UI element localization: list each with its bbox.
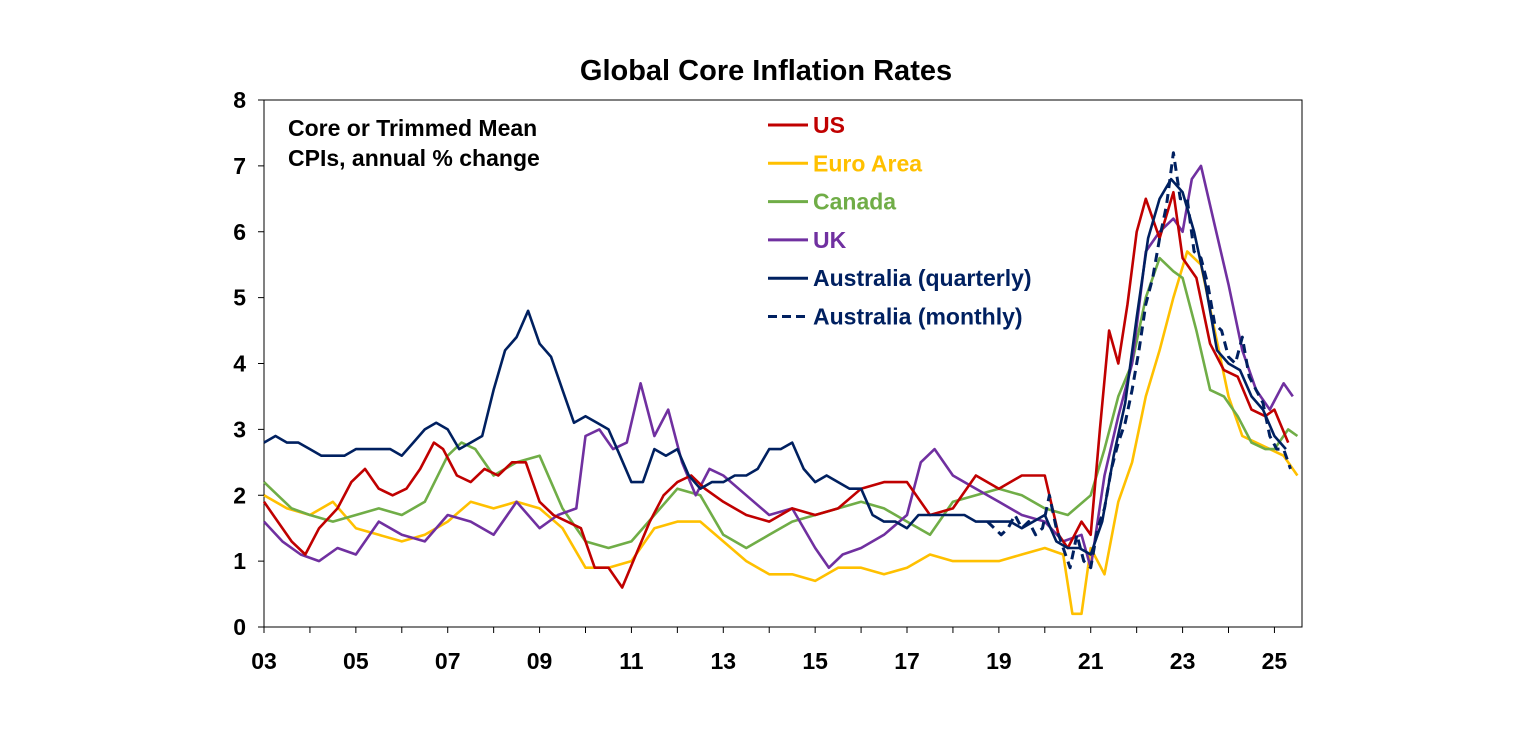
series-layer	[262, 151, 1299, 616]
y-tick-label: 2	[233, 482, 246, 508]
x-tick-label: 15	[802, 648, 828, 674]
x-tick-label: 21	[1078, 648, 1104, 674]
x-axis: 03 05 07 09 11 13 15 17 19 21 23 25	[251, 627, 1287, 674]
chart-title: Global Core Inflation Rates	[580, 55, 952, 87]
legend: US Euro Area Canada UK Australia (quarterly)…	[768, 112, 1032, 330]
x-tick-label: 23	[1170, 648, 1196, 674]
plot-area-frame	[263, 99, 1303, 628]
legend-label: Canada	[813, 189, 896, 215]
legend-label: Euro Area	[813, 150, 922, 176]
y-tick-label: 3	[233, 416, 246, 442]
x-tick-label: 25	[1262, 648, 1288, 674]
legend-label: UK	[813, 227, 847, 253]
series-line-euro-area	[263, 250, 1299, 616]
series-line-australia-monthly	[986, 151, 1292, 570]
y-tick-label: 1	[233, 548, 246, 574]
x-tick-label: 13	[710, 648, 736, 674]
x-tick-label: 05	[343, 648, 369, 674]
legend-label: Australia (monthly)	[813, 304, 1023, 330]
x-tick-label: 19	[986, 648, 1012, 674]
x-tick-label: 17	[894, 648, 920, 674]
series-line-australia-quarterly	[263, 177, 1287, 556]
y-tick-label: 5	[233, 285, 246, 311]
x-tick-label: 11	[619, 648, 644, 674]
legend-label: Australia (quarterly)	[813, 265, 1032, 291]
y-tick-label: 6	[233, 219, 246, 245]
y-tick-label: 7	[233, 153, 246, 179]
series-line-uk	[263, 164, 1294, 570]
x-tick-label: 07	[435, 648, 461, 674]
y-axis: 0 1 2 3 4 5 6 7 8	[233, 87, 264, 640]
y-tick-label: 4	[233, 351, 246, 377]
x-tick-label: 09	[527, 648, 553, 674]
x-tick-label: 03	[251, 648, 277, 674]
y-tick-label: 8	[233, 87, 246, 113]
annotation-line-1: Core or Trimmed Mean	[288, 115, 537, 141]
legend-label: US	[813, 112, 845, 138]
series-line-us	[262, 190, 1290, 589]
series-line-canada	[263, 256, 1299, 550]
y-tick-label: 0	[233, 614, 246, 640]
annotation-line-2: CPIs, annual % change	[288, 145, 540, 171]
chart-annotation: Core or Trimmed Mean CPIs, annual % chan…	[288, 115, 540, 171]
